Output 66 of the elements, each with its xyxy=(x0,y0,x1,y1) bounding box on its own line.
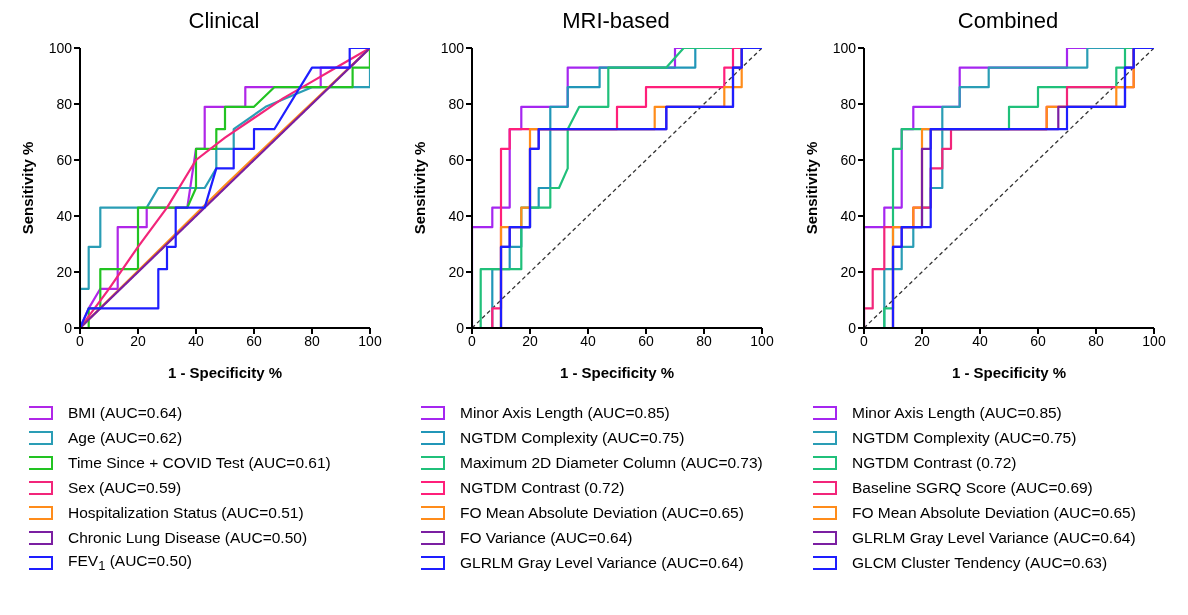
legend-label: Hospitalization Status (AUC=0.51) xyxy=(68,503,304,522)
legend-label: Time Since + COVID Test (AUC=0.61) xyxy=(68,453,331,472)
y-tick-label: 20 xyxy=(840,263,857,280)
y-axis-title: Sensitivity % xyxy=(803,141,821,235)
y-tick-label: 60 xyxy=(448,151,465,168)
x-tick-label: 20 xyxy=(914,332,930,349)
x-tick-label: 40 xyxy=(188,332,204,349)
y-tick-label: 100 xyxy=(832,39,857,56)
legend-label: Sex (AUC=0.59) xyxy=(68,478,182,497)
chart-title: MRI-based xyxy=(561,8,671,35)
y-tick-label: 80 xyxy=(840,95,857,112)
y-tick-label: 100 xyxy=(48,39,73,56)
x-axis-title: 1 - Specificity % xyxy=(167,364,283,381)
legend-label: NGTDM Complexity (AUC=0.75) xyxy=(852,428,1077,447)
y-axis-title: Sensitivity % xyxy=(19,141,37,235)
legend-label: Maximum 2D Diameter Column (AUC=0.73) xyxy=(460,453,763,472)
x-axis-title: 1 - Specificity % xyxy=(951,364,1067,381)
y-tick-label: 40 xyxy=(840,207,857,224)
legend-label: GLRLM Gray Level Variance (AUC=0.64) xyxy=(460,553,744,572)
y-tick-label: 0 xyxy=(848,319,857,336)
legend-label: Minor Axis Length (AUC=0.85) xyxy=(460,403,670,422)
y-tick-label: 20 xyxy=(448,263,465,280)
legend-label: BMI (AUC=0.64) xyxy=(68,403,183,422)
legend-label: NGTDM Complexity (AUC=0.75) xyxy=(460,428,685,447)
x-tick-label: 0 xyxy=(860,332,869,349)
chart-title: Combined xyxy=(956,8,1060,35)
x-tick-label: 20 xyxy=(130,332,146,349)
x-tick-label: 60 xyxy=(1030,332,1046,349)
y-tick-label: 40 xyxy=(448,207,465,224)
x-tick-label: 80 xyxy=(696,332,712,349)
x-tick-label: 100 xyxy=(1142,332,1166,349)
x-tick-label: 40 xyxy=(972,332,988,349)
y-tick-label: 60 xyxy=(56,151,73,168)
x-tick-label: 100 xyxy=(750,332,774,349)
x-tick-label: 60 xyxy=(638,332,654,349)
x-tick-label: 0 xyxy=(468,332,477,349)
legend-label: FO Mean Absolute Deviation (AUC=0.65) xyxy=(460,503,744,522)
x-tick-label: 20 xyxy=(522,332,538,349)
legend-label: Chronic Lung Disease (AUC=0.50) xyxy=(68,528,308,547)
y-tick-label: 40 xyxy=(56,207,73,224)
x-tick-label: 60 xyxy=(246,332,262,349)
chart-title: Clinical xyxy=(187,8,261,35)
legend-label: FO Mean Absolute Deviation (AUC=0.65) xyxy=(852,503,1136,522)
x-tick-label: 0 xyxy=(76,332,85,349)
y-tick-label: 0 xyxy=(64,319,73,336)
y-tick-label: 60 xyxy=(840,151,857,168)
x-axis-title: 1 - Specificity % xyxy=(559,364,675,381)
legend-label: GLCM Cluster Tendency (AUC=0.63) xyxy=(852,553,1108,572)
y-tick-label: 20 xyxy=(56,263,73,280)
legend-label: NGTDM Contrast (0.72) xyxy=(460,478,625,497)
y-tick-label: 100 xyxy=(440,39,465,56)
legend-label: NGTDM Contrast (0.72) xyxy=(852,453,1017,472)
legend-label: FEV$_{1}$ (AUC=0.50) xyxy=(68,551,192,574)
y-tick-label: 80 xyxy=(448,95,465,112)
y-axis-title: Sensitivity % xyxy=(411,141,429,235)
x-tick-label: 80 xyxy=(1088,332,1104,349)
x-tick-label: 40 xyxy=(580,332,596,349)
legend-label: FO Variance (AUC=0.64) xyxy=(460,528,633,547)
y-tick-label: 0 xyxy=(456,319,465,336)
x-tick-label: 100 xyxy=(358,332,382,349)
legend-label: Age (AUC=0.62) xyxy=(68,428,183,447)
x-tick-label: 80 xyxy=(304,332,320,349)
y-tick-label: 80 xyxy=(56,95,73,112)
legend-label: Baseline SGRQ Score (AUC=0.69) xyxy=(852,478,1093,497)
legend-label: Minor Axis Length (AUC=0.85) xyxy=(852,403,1062,422)
legend-label: GLRLM Gray Level Variance (AUC=0.64) xyxy=(852,528,1136,547)
